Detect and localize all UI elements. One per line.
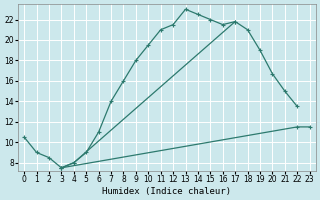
X-axis label: Humidex (Indice chaleur): Humidex (Indice chaleur) xyxy=(102,187,231,196)
